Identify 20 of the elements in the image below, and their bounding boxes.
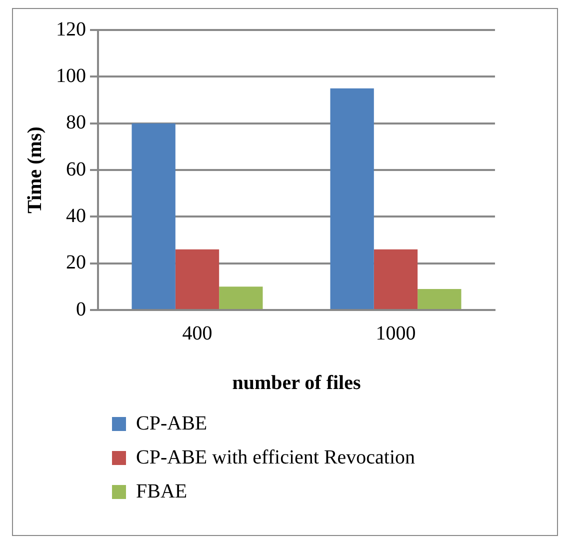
bar [175, 249, 220, 309]
y-tick-label: 60 [66, 158, 86, 180]
bar [374, 249, 418, 309]
x-tick-label: 1000 [376, 322, 416, 344]
y-tick-label: 80 [66, 112, 86, 134]
y-tick-label: 20 [66, 252, 86, 274]
bar [132, 123, 176, 309]
legend-label: CP-ABE [136, 412, 208, 434]
y-tick-label: 100 [56, 64, 86, 87]
bar [219, 286, 263, 309]
y-axis-title: Time (ms) [24, 126, 46, 214]
legend-label: CP-ABE with efficient Revocation [136, 446, 416, 468]
bar [418, 289, 462, 309]
x-axis-title: number of files [232, 372, 361, 394]
x-tick-label: 400 [182, 322, 212, 344]
y-tick-label: 40 [66, 204, 86, 227]
y-tick-label: 120 [56, 18, 86, 40]
bar [330, 88, 374, 309]
y-tick-label: 0 [76, 298, 86, 320]
legend-label: FBAE [136, 480, 188, 502]
